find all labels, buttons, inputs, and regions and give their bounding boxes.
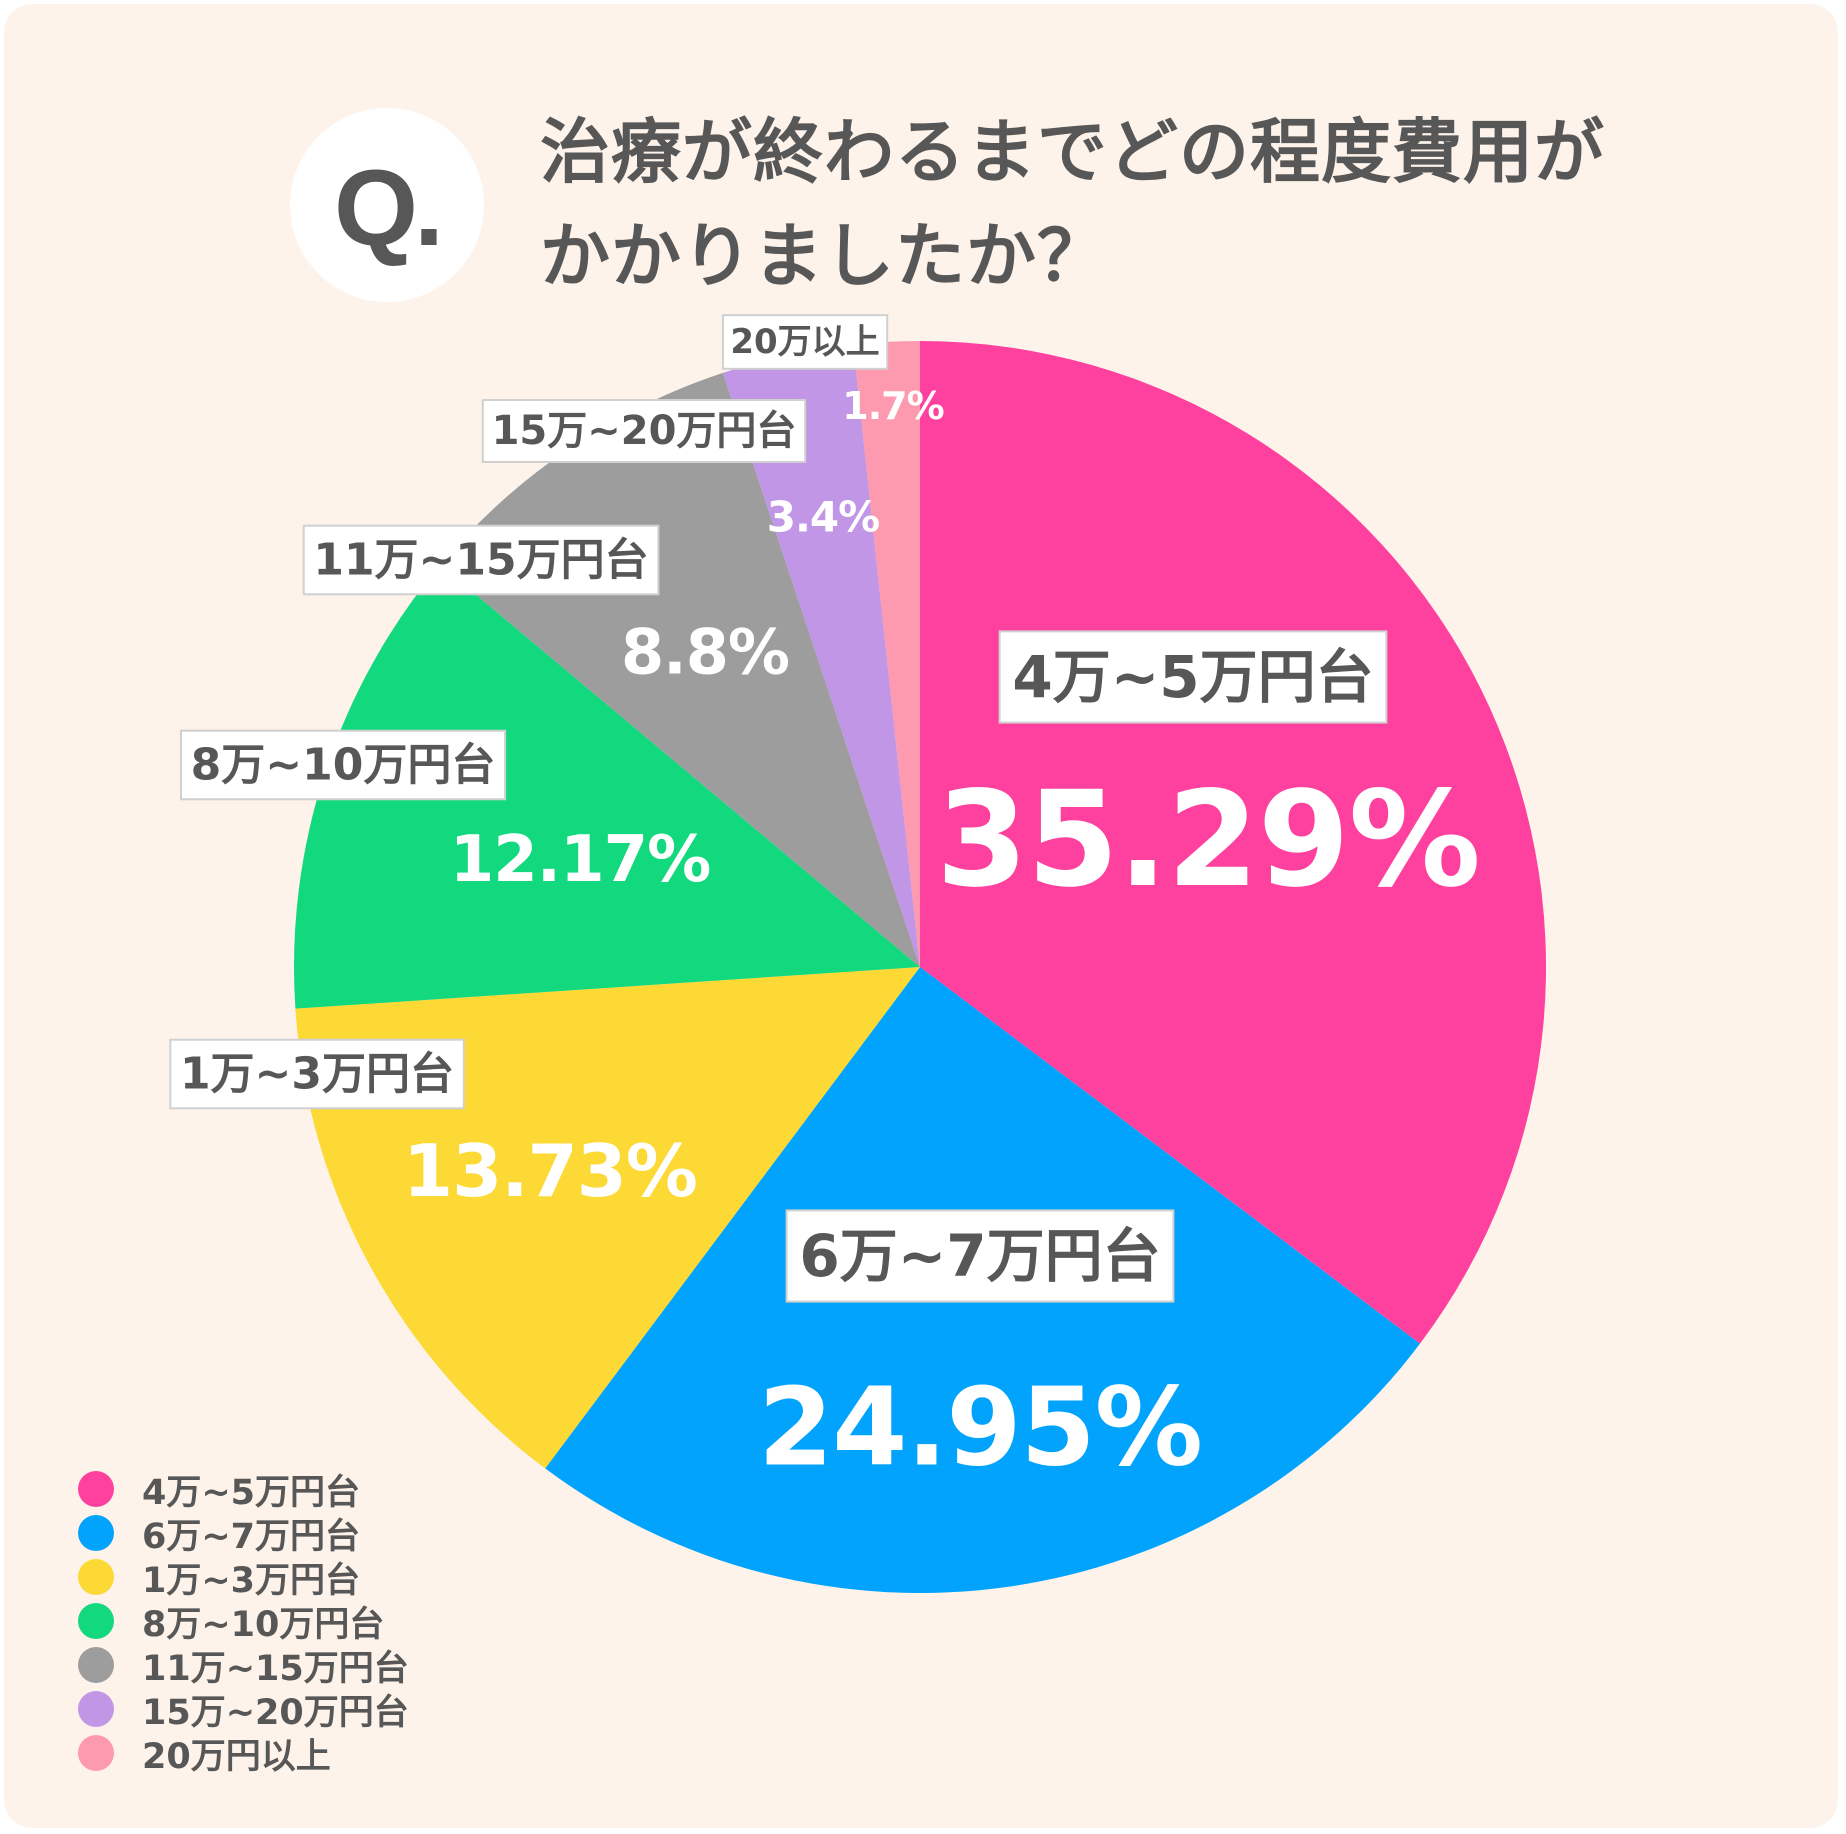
slice-label-group: 15万~20万円台 3.4% xyxy=(481,399,880,542)
pie-slice xyxy=(920,341,1547,1344)
legend-item: 6万~7万円台 xyxy=(78,1511,409,1557)
legend-swatch xyxy=(78,1735,114,1771)
question-badge: Q. xyxy=(290,108,484,302)
slice-label-box xyxy=(998,630,1388,724)
slice-label: 11万~15万円台 xyxy=(313,535,648,586)
legend-swatch xyxy=(78,1471,114,1507)
legend-label: 8万~10万円台 xyxy=(142,1604,385,1645)
legend-item: 8万~10万円台 xyxy=(78,1599,409,1645)
legend-label: 20万円以上 xyxy=(142,1736,331,1777)
slice-label-group: 6万~7万円台 24.95% xyxy=(758,1209,1203,1491)
pie-slice xyxy=(440,372,920,968)
legend: 4万~5万円台 6万~7万円台 1万~3万円台 8万~10万円台 11万~15万円台 15… xyxy=(78,1467,409,1777)
slice-label: 15万~20万円台 xyxy=(492,408,797,454)
slice-percent: 24.95% xyxy=(758,1366,1202,1491)
legend-swatch xyxy=(78,1603,114,1639)
slice-label-group: 20万以上 1.7% xyxy=(721,314,945,428)
legend-label: 6万~7万円台 xyxy=(142,1516,361,1557)
legend-swatch xyxy=(78,1515,114,1551)
legend-item: 4万~5万円台 xyxy=(78,1467,409,1513)
slice-label-box xyxy=(481,399,807,463)
slice-label-box xyxy=(302,524,660,596)
slice-percent: 8.8% xyxy=(621,616,789,689)
legend-item: 1万~3万円台 xyxy=(78,1555,409,1601)
legend-swatch xyxy=(78,1559,114,1595)
slice-percent: 12.17% xyxy=(450,823,711,897)
legend-label: 11万~15万円台 xyxy=(142,1648,409,1689)
pie-slice xyxy=(294,564,920,1009)
legend-label: 4万~5万円台 xyxy=(142,1472,361,1513)
slice-label-box xyxy=(785,1209,1175,1303)
question-badge-text: Q. xyxy=(333,146,444,268)
slice-label-box xyxy=(721,314,889,370)
slice-label-box xyxy=(169,1038,465,1110)
slice-label: 1万~3万円台 xyxy=(180,1049,454,1100)
slice-percent: 3.4% xyxy=(767,493,879,542)
legend-item: 15万~20万円台 xyxy=(78,1687,409,1733)
slice-label-group: 11万~15万円台 8.8% xyxy=(302,524,790,689)
slice-label: 4万~5万円台 xyxy=(1012,643,1373,711)
legend-swatch xyxy=(78,1647,114,1683)
legend-label: 15万~20万円台 xyxy=(142,1692,409,1733)
legend-item: 11万~15万円台 xyxy=(78,1643,409,1689)
slice-label: 8万~10万円台 xyxy=(191,740,496,791)
legend-item: 20万円以上 xyxy=(78,1731,409,1777)
slice-label-box xyxy=(180,729,507,801)
slice-label-group: 1万~3万円台 13.73% xyxy=(169,1038,698,1213)
question-title-line-1: 治療が終わるまでどの程度費用が xyxy=(540,111,1605,193)
pie-labels: 4万~5万円台 35.29% 6万~7万円台 24.95% 1万~3万円台 13.73% 8… xyxy=(169,314,1481,1491)
pie-slice xyxy=(722,344,920,967)
pie-slice xyxy=(853,340,920,967)
question-title-line-2: かかりましたか？ xyxy=(540,215,1108,297)
legend-label: 1万~3万円台 xyxy=(142,1560,361,1601)
slice-percent: 1.7% xyxy=(842,384,943,428)
question-title: 治療が終わるまでどの程度費用が かかりましたか？ xyxy=(540,100,1770,308)
legend-swatch xyxy=(78,1691,114,1727)
slice-label-group: 8万~10万円台 12.17% xyxy=(180,729,711,897)
slice-label: 6万~7万円台 xyxy=(799,1222,1160,1290)
slice-label-group: 4万~5万円台 35.29% xyxy=(936,630,1481,917)
slice-percent: 35.29% xyxy=(936,763,1480,917)
slice-percent: 13.73% xyxy=(403,1129,697,1213)
slice-label: 20万以上 xyxy=(730,322,879,362)
